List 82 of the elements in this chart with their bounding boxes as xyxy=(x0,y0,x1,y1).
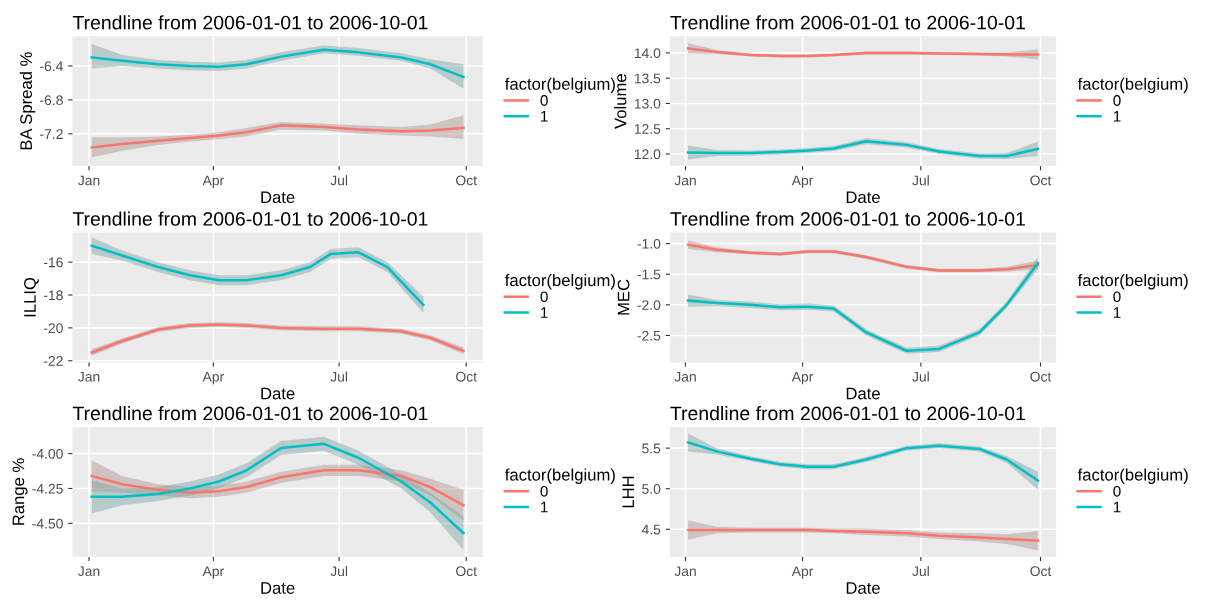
x-tick-label: Apr xyxy=(791,175,814,189)
y-axis-title: LHH xyxy=(622,476,634,508)
x-tick-label: Apr xyxy=(791,371,814,385)
x-axis-title: Date xyxy=(846,582,880,594)
x-tick-label: Apr xyxy=(202,566,224,579)
legend-label: 0 xyxy=(540,485,548,497)
y-tick-label: -2.5 xyxy=(637,330,661,341)
y-tick-label: -4.50 xyxy=(32,518,63,529)
y-axis-title: Volume xyxy=(614,74,627,129)
y-tick-label: 12.0 xyxy=(634,149,661,160)
chart-title: Trendline from 2006-01-01 to 2006-10-01 xyxy=(72,211,428,226)
chart-title: Trendline from 2006-01-01 to 2006-10-01 xyxy=(72,405,428,421)
y-tick-label: 5.0 xyxy=(642,484,661,494)
y-tick-label: -22 xyxy=(43,356,63,366)
y-tick-label: 13.5 xyxy=(634,73,661,84)
legend-label: 1 xyxy=(541,501,548,513)
x-axis-title: Date xyxy=(261,191,295,204)
legend-label: 1 xyxy=(1113,307,1121,318)
x-tick-label: Jan xyxy=(78,566,100,577)
legend-title: factor(belgium) xyxy=(504,77,615,94)
x-axis-title: Date xyxy=(846,191,880,204)
x-tick-label: Jan xyxy=(78,175,100,186)
legend-label: 0 xyxy=(1113,485,1121,497)
y-tick-label: -4.00 xyxy=(32,448,63,459)
x-tick-label: Apr xyxy=(202,371,224,385)
x-axis-title: Date xyxy=(846,387,880,400)
x-axis-title: Date xyxy=(261,582,295,594)
x-tick-label: Oct xyxy=(1030,566,1052,577)
y-axis-title: MEC xyxy=(617,279,630,315)
x-tick-label: Jul xyxy=(912,175,929,186)
legend-title: factor(belgium) xyxy=(504,468,615,484)
legend-label: 0 xyxy=(540,95,548,106)
legend-title: factor(belgium) xyxy=(1077,77,1188,94)
y-tick-label: -2.0 xyxy=(637,300,661,310)
x-tick-label: Oct xyxy=(456,175,477,186)
y-tick-label: -18 xyxy=(43,290,63,301)
x-tick-label: Jan xyxy=(674,175,696,186)
y-axis-title: Range % xyxy=(12,458,28,525)
y-tick-label: -1.5 xyxy=(637,269,661,280)
y-tick-label: 13.0 xyxy=(634,98,661,109)
y-tick-label: -20 xyxy=(43,323,63,334)
chart-title: Trendline from 2006-01-01 to 2006-10-01 xyxy=(670,15,1025,30)
legend-label: 1 xyxy=(541,111,548,122)
legend-label: 1 xyxy=(541,307,548,318)
x-tick-label: Jan xyxy=(674,371,696,382)
x-tick-label: Apr xyxy=(791,566,814,579)
legend-title: factor(belgium) xyxy=(1077,468,1188,484)
y-tick-label: -4.25 xyxy=(32,483,63,494)
x-tick-label: Jul xyxy=(912,565,929,577)
x-tick-label: Oct xyxy=(456,371,477,382)
x-tick-label: Jan xyxy=(674,566,696,577)
y-tick-label: -6.4 xyxy=(40,61,63,72)
chart-title: Trendline from 2006-01-01 to 2006-10-01 xyxy=(670,405,1025,421)
legend-label: 1 xyxy=(1113,111,1121,122)
x-tick-label: Jul xyxy=(330,175,348,186)
y-tick-label: 5.5 xyxy=(642,443,661,454)
y-axis-title: ILLIQ xyxy=(24,277,39,317)
x-tick-label: Apr xyxy=(202,175,224,189)
x-tick-label: Jul xyxy=(330,565,348,577)
legend-title: factor(belgium) xyxy=(504,273,615,290)
y-tick-label: 14.0 xyxy=(634,48,661,59)
y-tick-label: 4.5 xyxy=(641,524,661,535)
legend-label: 1 xyxy=(1113,501,1121,513)
legend-label: 0 xyxy=(1113,95,1121,106)
x-tick-label: Oct xyxy=(456,566,477,577)
y-tick-label: -6.8 xyxy=(40,95,63,106)
chart-title: Trendline from 2006-01-01 to 2006-10-01 xyxy=(72,15,428,30)
y-tick-label: -7.2 xyxy=(40,129,63,139)
legend-label: 0 xyxy=(1113,291,1121,303)
legend-label: 0 xyxy=(540,291,548,303)
x-tick-label: Oct xyxy=(1030,371,1052,382)
x-axis-title: Date xyxy=(261,387,295,400)
x-tick-label: Oct xyxy=(1030,175,1052,186)
x-tick-label: Jul xyxy=(330,371,348,382)
y-tick-label: -16 xyxy=(43,257,63,268)
chart-title: Trendline from 2006-01-01 to 2006-10-01 xyxy=(670,211,1025,226)
legend-title: factor(belgium) xyxy=(1077,273,1188,290)
x-tick-label: Jul xyxy=(912,371,929,382)
x-tick-label: Jan xyxy=(78,371,100,382)
y-axis-title: BA Spread % xyxy=(19,52,36,150)
y-tick-label: -1.0 xyxy=(637,238,661,249)
y-tick-label: 12.5 xyxy=(634,124,661,134)
